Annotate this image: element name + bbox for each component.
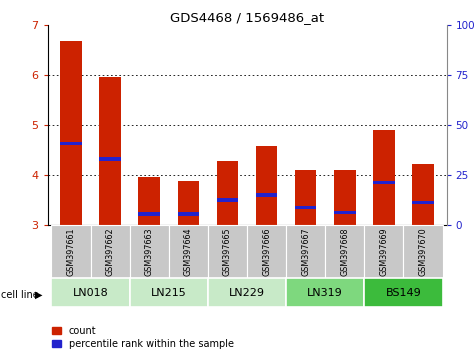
Bar (334, 211, 356, 214)
Bar (373, 130, 395, 225)
Bar (256, 146, 277, 225)
Bar (51, 225, 91, 278)
Bar (286, 279, 364, 307)
Bar (412, 164, 434, 225)
Text: GSM397666: GSM397666 (262, 227, 271, 276)
Bar (138, 177, 160, 225)
Bar (295, 170, 316, 225)
Bar (60, 41, 82, 225)
Text: cell line: cell line (1, 290, 38, 299)
Bar (403, 225, 443, 278)
Text: ▶: ▶ (35, 290, 43, 299)
Bar (325, 225, 364, 278)
Bar (91, 225, 130, 278)
Bar (60, 142, 82, 145)
Bar (178, 181, 199, 225)
Bar (169, 225, 208, 278)
Text: GSM397669: GSM397669 (380, 227, 389, 276)
Text: GSM397662: GSM397662 (105, 227, 114, 276)
Bar (130, 225, 169, 278)
Text: BS149: BS149 (386, 288, 421, 298)
Text: GSM397664: GSM397664 (184, 227, 193, 276)
Bar (208, 279, 286, 307)
Bar (412, 200, 434, 204)
Bar (208, 225, 247, 278)
Bar (178, 212, 199, 216)
Text: GSM397667: GSM397667 (301, 227, 310, 276)
Text: LN018: LN018 (73, 288, 108, 298)
Bar (217, 198, 238, 201)
Text: GSM397665: GSM397665 (223, 227, 232, 276)
Bar (247, 225, 286, 278)
Bar (99, 157, 121, 160)
Title: GDS4468 / 1569486_at: GDS4468 / 1569486_at (170, 11, 324, 24)
Text: LN215: LN215 (151, 288, 187, 298)
Bar (364, 279, 443, 307)
Bar (364, 225, 403, 278)
Text: GSM397661: GSM397661 (66, 227, 76, 276)
Bar (130, 279, 208, 307)
Text: LN229: LN229 (229, 288, 265, 298)
Bar (334, 170, 356, 225)
Bar (256, 193, 277, 196)
Bar (138, 212, 160, 216)
Bar (286, 225, 325, 278)
Bar (51, 279, 130, 307)
Text: LN319: LN319 (307, 288, 343, 298)
Text: GSM397668: GSM397668 (340, 227, 349, 276)
Text: GSM397663: GSM397663 (145, 227, 154, 276)
Legend: count, percentile rank within the sample: count, percentile rank within the sample (52, 326, 234, 349)
Bar (217, 161, 238, 225)
Bar (373, 181, 395, 184)
Bar (295, 206, 316, 209)
Text: GSM397670: GSM397670 (418, 227, 428, 276)
Bar (99, 77, 121, 225)
